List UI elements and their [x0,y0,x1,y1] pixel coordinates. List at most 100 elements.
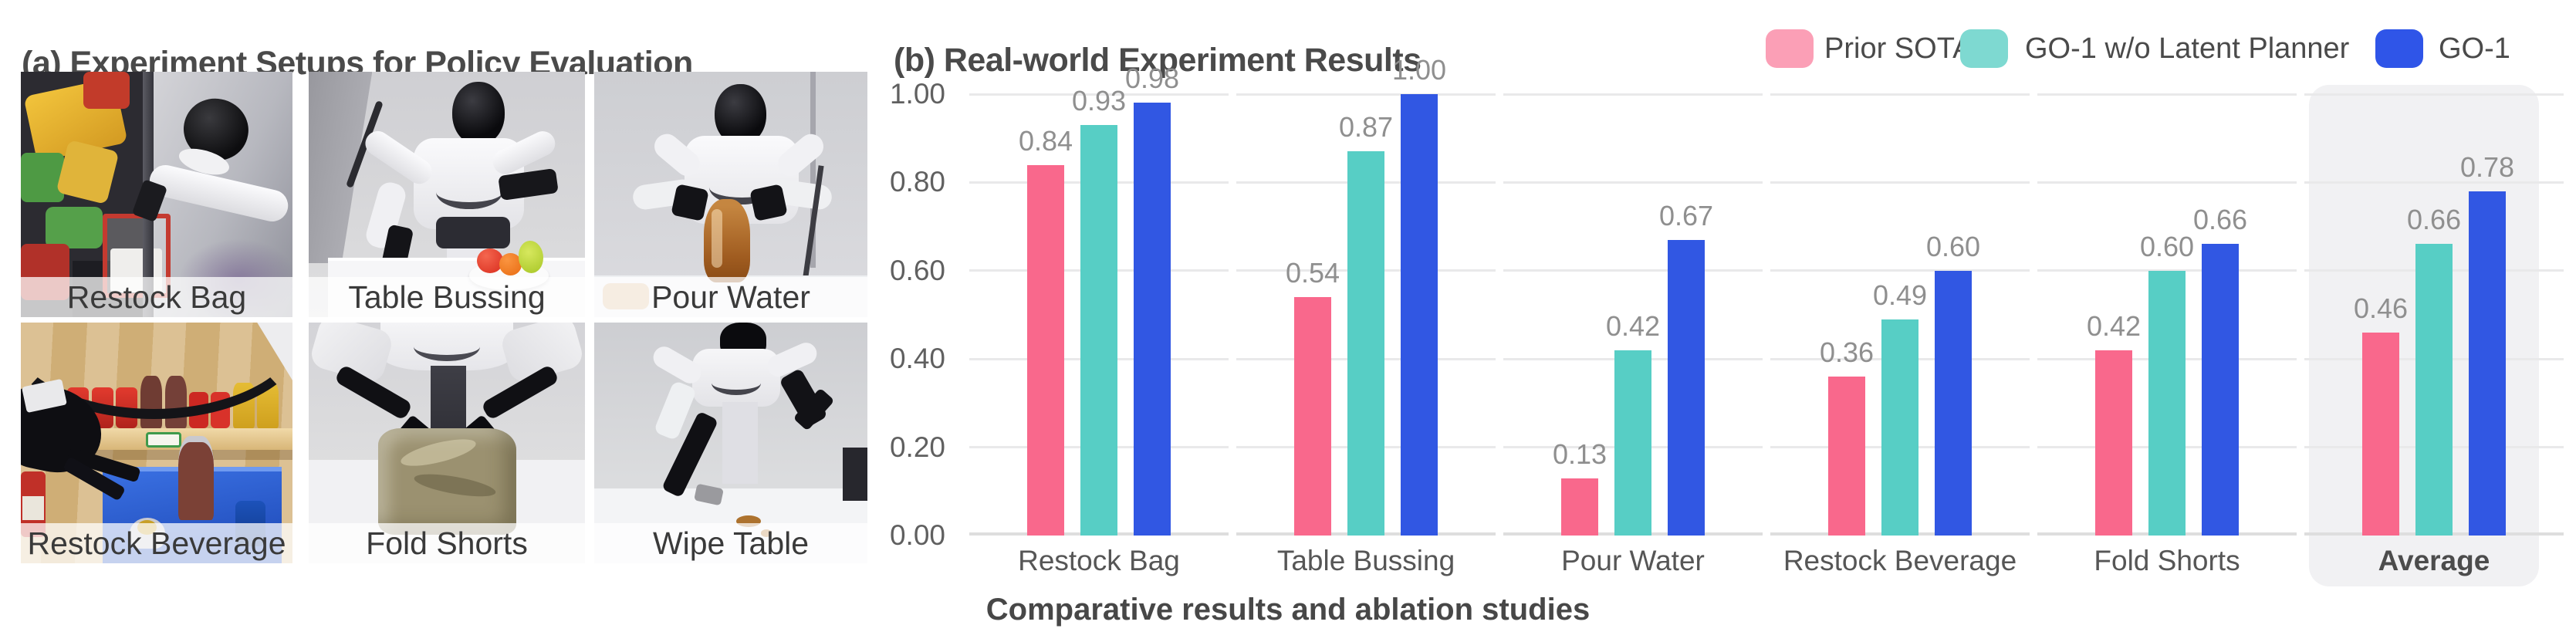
gridline [2304,93,2564,96]
bar-value-label: 0.66 [2406,204,2462,236]
robot-pillar-shape [722,401,759,485]
tomato-shape [477,248,504,273]
bar-go-1-table-bussing [1401,94,1438,536]
gridline [2304,181,2564,184]
photo-label: Restock Beverage [21,523,292,563]
photo-restock-beverage: Restock Beverage [21,323,292,563]
x-category-label-restock-beverage: Restock Beverage [1783,545,2017,576]
legend-label-prior-sota: Prior SOTA [1824,32,1973,65]
photo-fold-shorts: Fold Shorts [309,323,585,563]
x-category-label-pour-water: Pour Water [1561,545,1705,576]
robot-chest-line-shape [712,370,761,395]
photo-label: Pour Water [594,277,867,317]
pear-shape [519,241,544,273]
bar-go-1-w-o-latent-planner-average [2415,244,2453,536]
bar-value-label: 0.60 [2139,230,2195,262]
gridline [2037,181,2297,184]
y-tick-label: 0.40 [889,343,945,375]
bar-go-1-w-o-latent-planner-pour-water [1614,350,1651,536]
bar-go-1-w-o-latent-planner-restock-beverage [1881,319,1918,536]
y-tick-label: 0.80 [889,166,945,198]
gridline [2037,93,2297,96]
bar-prior-sota-fold-shorts [2095,350,2132,536]
chart-panel-table-bussing: 0.54 0.87 1.00 [1236,54,1496,536]
snack-bag-shape [21,152,65,202]
snack-bag-shape [83,72,130,109]
bar-prior-sota-restock-beverage [1828,377,1865,536]
snack-bag-shape [45,206,103,248]
legend-label-go1: GO-1 [2439,32,2510,65]
gridline [1770,269,2030,272]
bar-go-1-w-o-latent-planner-table-bussing [1347,151,1384,536]
y-tick-label: 0.60 [889,254,945,286]
y-tick-label: 0.20 [889,431,945,463]
bar-go-1-w-o-latent-planner-restock-bag [1080,125,1117,536]
water-bottle-shape [703,199,750,283]
bar-value-label: 0.49 [1872,279,1928,311]
figure-caption: Comparative results and ablation studies [985,593,1591,627]
chart-panel-average: 0.46 0.66 0.78 [2304,77,2564,536]
gridline [1236,93,1496,96]
bar-value-label: 0.46 [2353,292,2409,324]
x-category-label-table-bussing: Table Bussing [1276,545,1455,576]
bar-prior-sota-average [2362,332,2399,536]
gridline [1503,269,1763,272]
bar-prior-sota-table-bussing [1294,297,1331,536]
bar-value-label: 0.13 [1552,438,1607,470]
bar-go-1-w-o-latent-planner-fold-shorts [2148,270,2186,536]
photo-label: Table Bussing [309,277,585,317]
bar-value-label: 0.36 [1819,336,1875,369]
y-tick-label: 1.00 [889,78,945,110]
chart-panel-pour-water: 0.13 0.42 0.67 [1503,77,1763,536]
gridline [1503,93,1763,96]
photo-label: Wipe Table [594,523,867,563]
bar-value-label: 0.87 [1338,111,1394,144]
bar-value-label: 0.42 [2086,309,2142,342]
bar-value-label: 0.93 [1071,85,1127,117]
can-label-shape [22,495,44,520]
legend-swatch-prior-sota [1766,29,1814,68]
x-category-label-fold-shorts: Fold Shorts [2094,545,2240,576]
bar-value-label: 0.84 [1018,124,1073,157]
legend-swatch-go1-wo-latent-planner [1960,29,2008,68]
bar-value-label: 0.67 [1658,199,1714,231]
bar-prior-sota-pour-water [1561,478,1598,536]
photo-restock-bag: Restock Bag [21,72,292,317]
robot-head-shape [714,83,766,146]
bar-prior-sota-restock-bag [1027,164,1064,536]
price-tag-shape [145,431,181,448]
legend-swatch-go1 [2375,29,2423,68]
wall-edge-shape [810,72,816,269]
bar-go-1-pour-water [1668,239,1705,536]
bar-go-1-fold-shorts [2202,244,2239,536]
panel-b-title: (b) Real-world Experiment Results [894,41,1422,79]
bar-value-label: 0.78 [2459,150,2515,183]
bar-value-label: 1.00 [1391,54,1447,86]
bottle-highlight-shape [712,209,723,269]
bottle-shape [178,435,214,520]
photo-table-bussing: Table Bussing [309,72,585,317]
bar-go-1-restock-beverage [1935,270,1972,536]
orange-shape [499,253,522,275]
chart-panel-fold-shorts: 0.42 0.60 0.66 [2037,77,2297,536]
bar-value-label: 0.54 [1285,257,1340,289]
bar-value-label: 0.60 [1925,230,1981,262]
shadow-shape [843,448,867,501]
photo-label: Fold Shorts [309,523,585,563]
robot-chest-line-shape [708,170,775,204]
x-category-label-average: Average [2378,545,2490,576]
photo-wipe-table: Wipe Table [594,323,867,563]
robot-waist-shape [435,216,511,248]
gridline [1770,93,2030,96]
chart-panel-restock-beverage: 0.36 0.49 0.60 [1770,77,2030,536]
robot-chest-line-shape [414,332,480,361]
bar-go-1-average [2469,191,2506,536]
photo-label: Restock Bag [21,277,292,317]
gridline [1770,181,2030,184]
bar-value-label: 0.66 [2192,204,2248,236]
bar-value-label: 0.98 [1124,63,1180,95]
robot-chest-line-shape [435,175,502,210]
robot-head-shape [452,81,505,146]
